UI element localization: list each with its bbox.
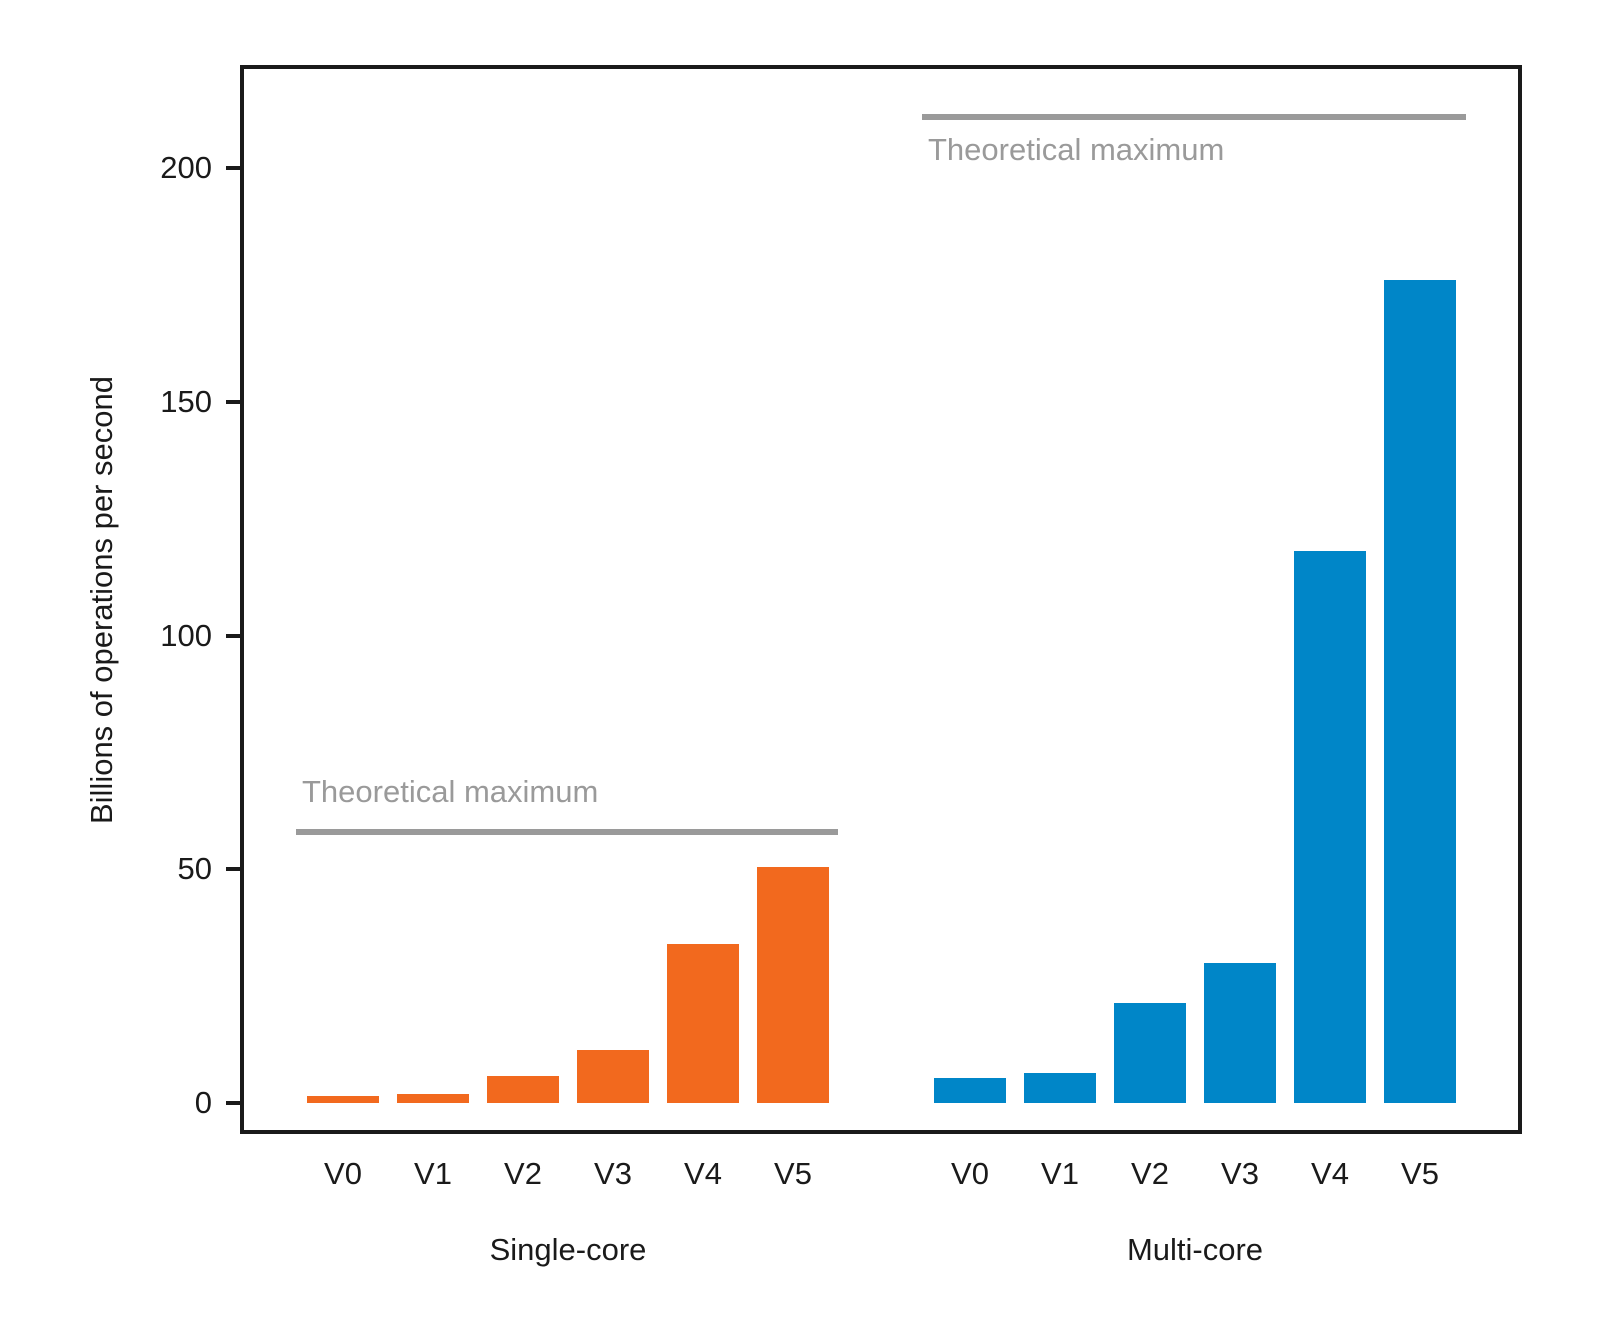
y-tick-label: 0 <box>194 1085 212 1120</box>
x-tick-label: V4 <box>1311 1156 1349 1191</box>
bar-single-core-v5 <box>757 866 829 1103</box>
x-tick-label: V2 <box>1131 1156 1169 1191</box>
bar-multi-core-v0 <box>934 1078 1006 1103</box>
y-tick-mark <box>226 399 240 404</box>
y-tick-label: 100 <box>160 617 212 653</box>
x-tick-label: V2 <box>504 1156 542 1191</box>
bar-multi-core-v4 <box>1294 551 1366 1103</box>
y-tick-label: 150 <box>160 383 212 419</box>
theoretical-max-line-single-core <box>296 828 838 835</box>
theoretical-max-label-multi-core: Theoretical maximum <box>928 131 1225 167</box>
x-tick-label: V4 <box>684 1156 722 1191</box>
theoretical-max-line-multi-core <box>922 113 1466 120</box>
x-tick-label: V5 <box>774 1156 812 1191</box>
x-tick-label: V1 <box>414 1156 452 1191</box>
x-tick-label: V3 <box>1221 1156 1259 1191</box>
bar-single-core-v0 <box>307 1095 379 1103</box>
bar-multi-core-v5 <box>1384 280 1456 1103</box>
x-tick-label: V3 <box>594 1156 632 1191</box>
y-tick-mark <box>226 867 240 872</box>
y-tick-mark <box>226 1101 240 1105</box>
bar-single-core-v4 <box>667 944 739 1103</box>
y-tick-mark <box>226 166 240 170</box>
x-tick-label: V0 <box>324 1156 362 1191</box>
bar-multi-core-v2 <box>1114 1002 1186 1103</box>
bar-single-core-v3 <box>577 1050 649 1103</box>
bar-multi-core-v1 <box>1024 1073 1096 1103</box>
x-tick-label: V5 <box>1401 1156 1439 1191</box>
y-tick-label: 50 <box>177 851 212 887</box>
bar-multi-core-v3 <box>1204 962 1276 1103</box>
plot-frame <box>240 65 1522 1134</box>
bar-single-core-v1 <box>397 1094 469 1103</box>
group-label-single-core: Single-core <box>489 1232 647 1267</box>
y-tick-mark <box>226 633 240 638</box>
bar-single-core-v2 <box>487 1075 559 1103</box>
x-tick-label: V1 <box>1041 1156 1079 1191</box>
y-tick-label: 200 <box>160 150 212 185</box>
x-tick-label: V0 <box>951 1156 989 1191</box>
group-label-multi-core: Multi-core <box>1126 1232 1264 1267</box>
theoretical-max-label-single-core: Theoretical maximum <box>302 773 599 809</box>
